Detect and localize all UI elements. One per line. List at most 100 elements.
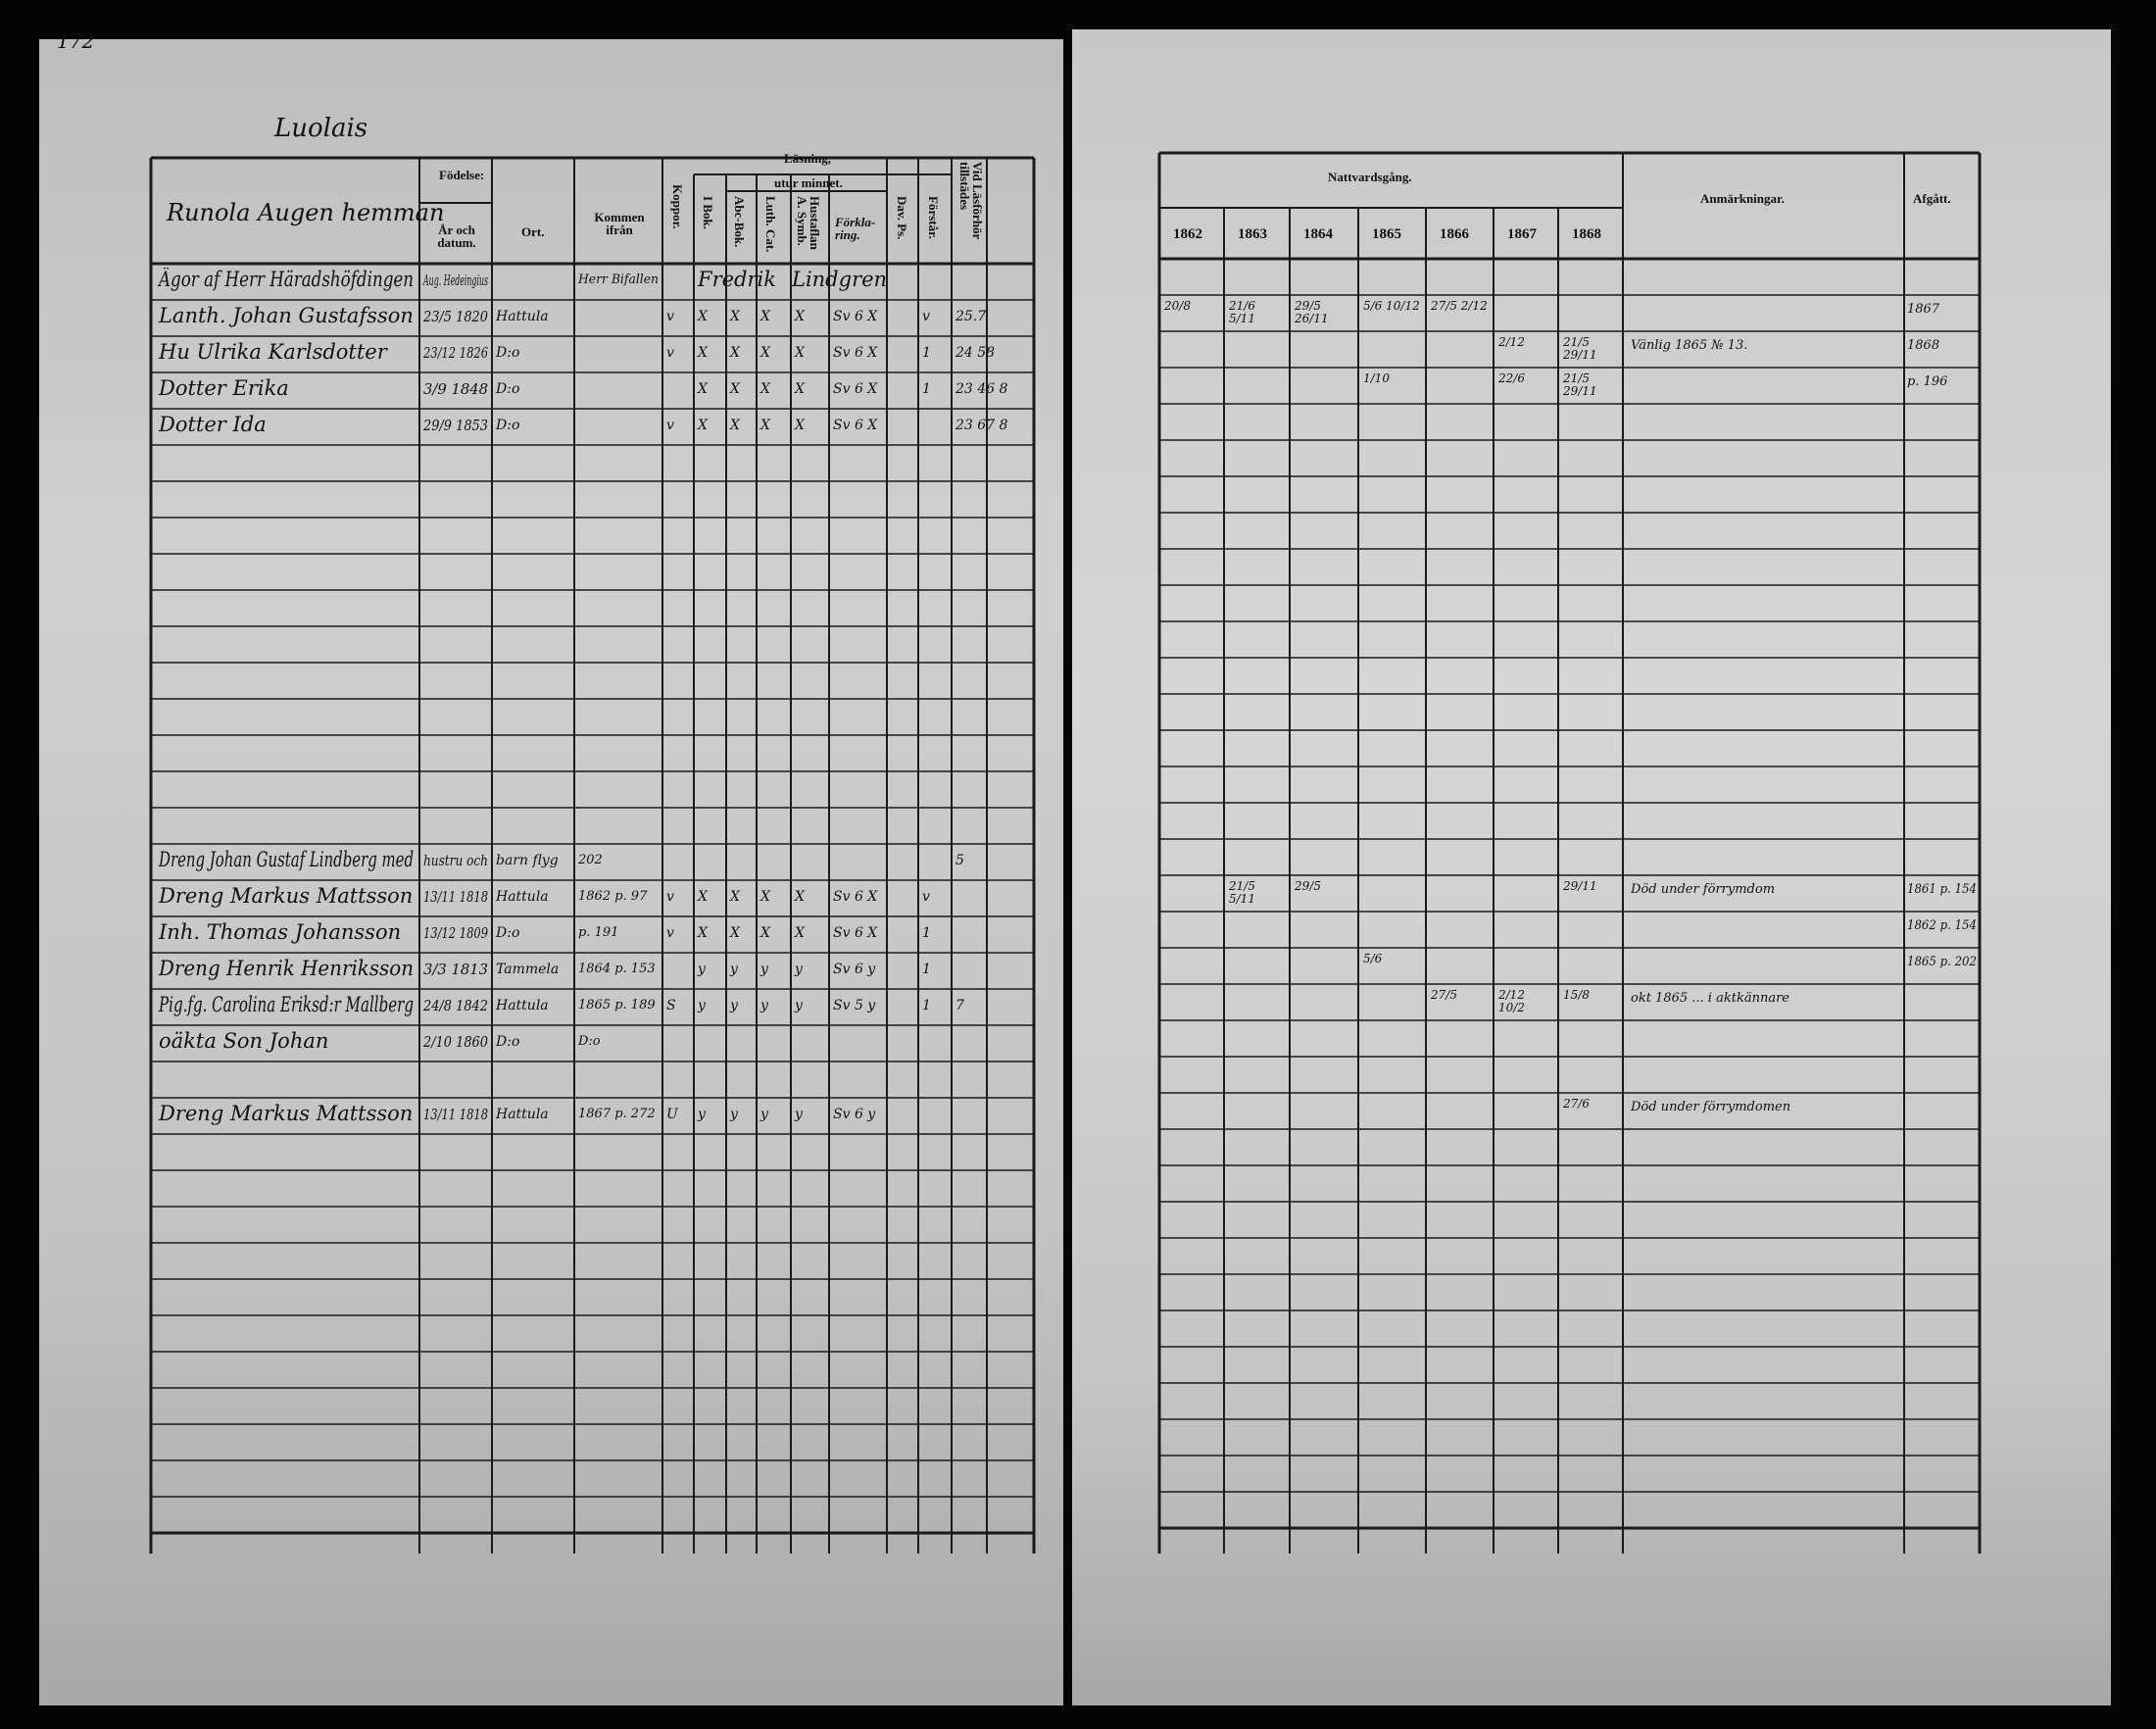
left-page <box>39 39 1063 1705</box>
entry-name: Ägor af Herr Häradshöfdingen <box>159 268 415 291</box>
communion-date: 2/12 10/2 <box>1498 988 1525 1014</box>
entry-reading-mark: X <box>760 309 770 324</box>
header-departed: Afgått. <box>1913 191 1951 206</box>
entry-birth-date: 13/11 1818 <box>423 888 489 906</box>
entry-birth-date: 13/12 1809 <box>423 924 489 942</box>
entry-reading-mark: X <box>760 889 770 905</box>
entry-reading-mark: X <box>730 889 740 905</box>
header-understanding: Förstår. <box>926 196 941 239</box>
entry-birth-place: Tammela <box>496 962 560 977</box>
entry-reading-mark: X <box>760 381 770 397</box>
entry-reading-mark: 7 <box>956 998 964 1013</box>
entry-birth-place: D:o <box>496 1034 520 1050</box>
entry-reading-mark: Sv 6 X <box>833 309 878 324</box>
entry-reading-mark: Sv 6 X <box>833 345 878 361</box>
year-header: 1862 <box>1173 226 1202 242</box>
entry-reading-mark: y <box>698 962 706 977</box>
entry-birth-place: Hattula <box>496 889 549 905</box>
entry-reading-mark: y <box>795 998 803 1013</box>
entry-reading-mark: X <box>730 418 740 433</box>
entry-reading-mark: 23 67 8 <box>956 418 1008 433</box>
communion-date: 15/8 <box>1563 988 1590 1002</box>
entry-reading-mark: y <box>730 962 738 977</box>
header-reading: Läsning, <box>784 151 832 166</box>
entry-reading-mark: y <box>760 1107 768 1122</box>
household-name: Runola Augen hemman <box>167 199 445 226</box>
entry-name: Inh. Thomas Johansson <box>159 920 402 944</box>
header-exam: Vid Läsförhör tillstädes <box>957 162 985 240</box>
entry-reading-mark: Sv 6 X <box>833 418 878 433</box>
entry-reading-mark: v <box>922 889 930 905</box>
entry-reading-mark: v <box>666 418 674 433</box>
entry-reading-mark: Sv 5 y <box>833 998 876 1013</box>
entry-reading-mark: v <box>666 345 674 361</box>
year-header: 1867 <box>1507 226 1537 242</box>
header-communion: Nattvardsgång. <box>1328 170 1412 184</box>
entry-birth-place: Hattula <box>496 998 549 1013</box>
entry-birth-date: Aug. Hedeingius <box>423 272 489 289</box>
entry-reading-mark: X <box>795 345 805 361</box>
entry-reading-mark: Sv 6 X <box>833 381 878 397</box>
entry-reading-mark: X <box>730 309 740 324</box>
entry-birth-date: hustru och <box>423 852 488 869</box>
entry-birth-place: D:o <box>496 925 520 941</box>
entry-reading-mark: 24 58 <box>956 345 996 361</box>
communion-date: 22/6 <box>1498 371 1525 385</box>
right-page <box>1072 29 2111 1705</box>
year-header: 1865 <box>1372 226 1401 242</box>
entry-came-from: 1867 p. 272 <box>578 1107 656 1121</box>
entry-came-from: 202 <box>578 853 603 867</box>
entry-came-from: Herr Bifallen <box>578 272 660 287</box>
communion-date: 29/5 <box>1295 879 1321 893</box>
entry-name: Hu Ulrika Karlsdotter <box>159 340 387 364</box>
communion-date: 27/6 <box>1563 1097 1590 1111</box>
remark-text: Död under förrymdom <box>1631 882 1776 897</box>
entry-birth-date: 2/10 1860 <box>423 1033 488 1051</box>
entry-came-from: 1862 p. 97 <box>578 889 648 904</box>
entry-reading-mark: y <box>760 998 768 1013</box>
header-explanation: Förkla-ring. <box>835 215 876 242</box>
entry-reading-mark: X <box>730 345 740 361</box>
entry-name: Pig.fg. Carolina Eriksd:r Mallberg <box>159 993 414 1016</box>
entry-reading-mark: S <box>666 998 676 1013</box>
communion-date: 29/11 <box>1563 879 1597 893</box>
communion-date: 20/8 <box>1164 299 1191 313</box>
departed-text: 1861 p. 154 <box>1907 882 1977 897</box>
page-number: 172 <box>57 29 95 53</box>
remark-text: Död under förrymdomen <box>1631 1100 1791 1114</box>
entry-reading-mark: X <box>730 925 740 941</box>
entry-reading-mark: X <box>795 418 805 433</box>
entry-birth-date: 3/9 1848 <box>423 380 489 398</box>
entry-birth-date: 13/11 1818 <box>423 1106 489 1123</box>
entry-birth-date: 24/8 1842 <box>423 997 488 1014</box>
communion-date: 5/6 <box>1363 952 1383 965</box>
header-book: I Bok. <box>701 196 715 229</box>
entry-reading-mark: 5 <box>956 853 964 868</box>
header-hustaflan: Hustaflan A. Symb. <box>795 196 822 250</box>
entry-reading-mark: X <box>698 889 708 905</box>
header-abc: Abc-Bok. <box>732 196 747 248</box>
entry-reading-mark: X <box>730 381 740 397</box>
entry-reading-mark: X <box>698 381 708 397</box>
communion-date: 21/5 29/11 <box>1563 371 1597 398</box>
entry-came-from: 1864 p. 153 <box>578 962 656 976</box>
communion-date: 29/5 26/11 <box>1295 299 1329 325</box>
entry-name: Dreng Markus Mattsson <box>159 1102 414 1125</box>
communion-date: 27/5 2/12 <box>1431 299 1488 313</box>
entry-reading-mark: 23 46 8 <box>956 381 1008 397</box>
entry-reading-mark: v <box>666 889 674 905</box>
entry-reading-mark: X <box>698 925 708 941</box>
communion-date: 21/5 29/11 <box>1563 335 1597 362</box>
entry-reading-mark: X <box>698 345 708 361</box>
entry-reading-mark: 1 <box>922 925 931 941</box>
entry-reading-mark: y <box>795 1107 803 1122</box>
communion-date: 21/5 5/11 <box>1229 879 1255 906</box>
entry-reading-mark: y <box>698 998 706 1013</box>
header-psalms: Dav. Ps. <box>895 196 909 240</box>
departed-text: 1865 p. 202 <box>1907 955 1977 969</box>
entry-birth-place: D:o <box>496 381 520 397</box>
entry-name: Dreng Johan Gustaf Lindberg med <box>159 848 414 871</box>
entry-reading-mark: X <box>795 381 805 397</box>
departed-text: 1867 <box>1907 302 1940 317</box>
